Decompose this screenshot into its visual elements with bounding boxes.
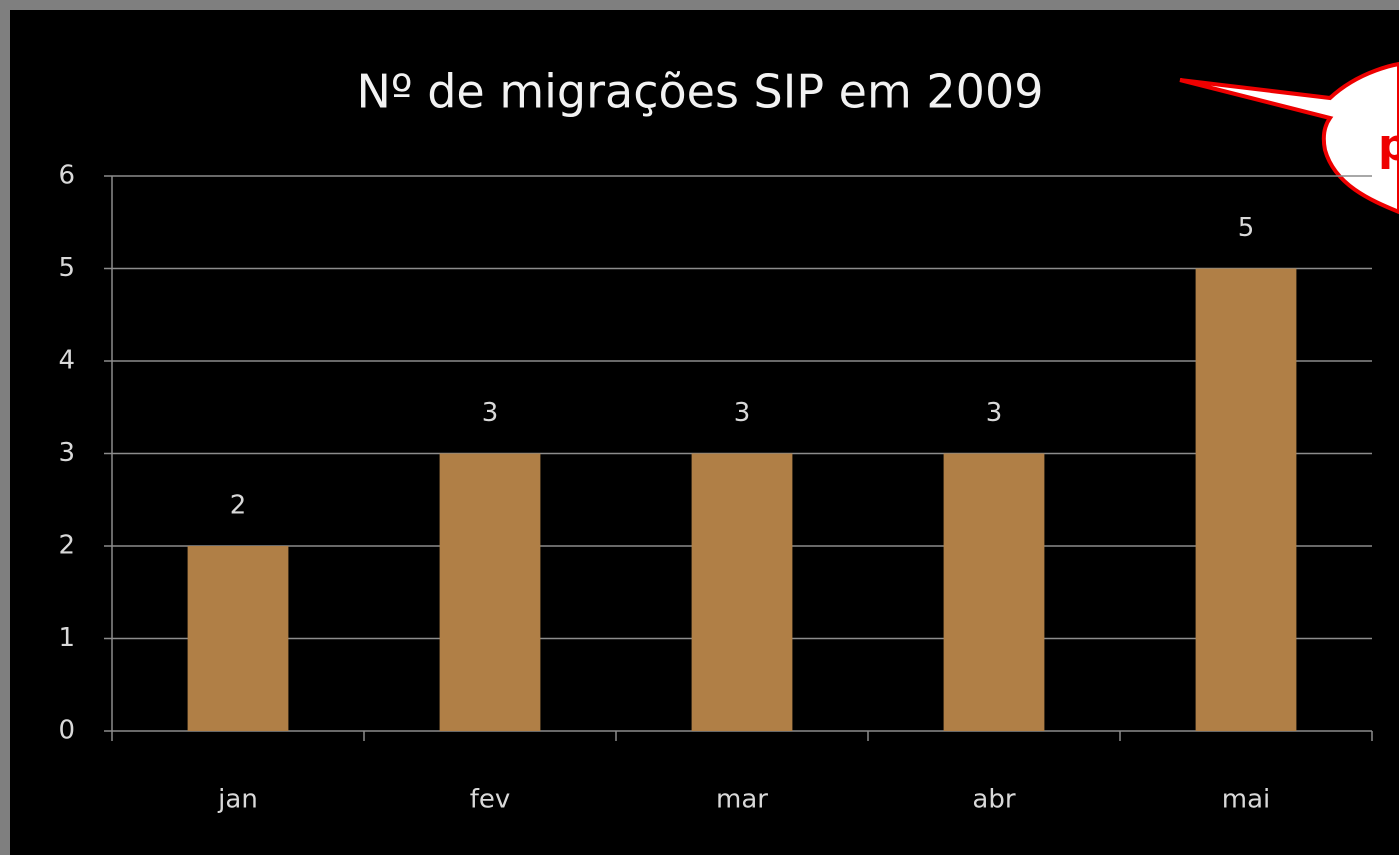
y-tick-label: 0 xyxy=(58,716,75,746)
bar xyxy=(1195,268,1297,731)
bar xyxy=(439,453,541,731)
y-tick-label: 3 xyxy=(58,438,75,468)
y-tick-label: 5 xyxy=(58,253,75,283)
callout-text: p xyxy=(1378,120,1399,171)
data-label: 3 xyxy=(734,398,751,428)
y-tick-label: 1 xyxy=(58,623,75,653)
data-label: 3 xyxy=(986,398,1003,428)
bar xyxy=(187,546,289,731)
chart-title: Nº de migrações SIP em 2009 xyxy=(357,65,1044,119)
y-tick-label: 4 xyxy=(58,346,75,376)
y-tick-label: 6 xyxy=(58,161,75,191)
data-label: 3 xyxy=(482,398,499,428)
x-tick-label: jan xyxy=(217,785,258,815)
x-tick-label: fev xyxy=(470,785,511,815)
data-label: 5 xyxy=(1238,213,1255,243)
x-tick-label: mai xyxy=(1222,785,1270,815)
x-tick-label: abr xyxy=(972,785,1015,815)
data-label: 2 xyxy=(230,491,247,521)
x-tick-label: mar xyxy=(716,785,768,815)
bar xyxy=(943,453,1045,731)
y-tick-label: 2 xyxy=(58,531,75,561)
callout-bubble xyxy=(1179,61,1399,215)
bar xyxy=(691,453,793,731)
